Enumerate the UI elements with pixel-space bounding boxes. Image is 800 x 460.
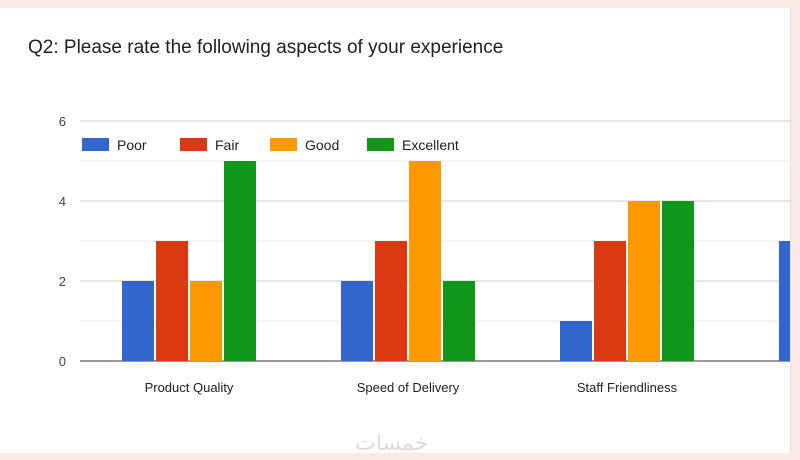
bar-fair-product-quality xyxy=(156,241,188,361)
bar-excellent-product-quality xyxy=(224,161,256,361)
bar-poor-speed-of-delivery xyxy=(341,281,373,361)
x-tick-label: Speed of Delivery xyxy=(357,380,460,395)
legend-label-poor: Poor xyxy=(117,137,147,153)
legend-swatch-good xyxy=(270,138,297,151)
legend-swatch-excellent xyxy=(367,138,394,151)
bar-fair-staff-friendliness xyxy=(594,241,626,361)
legend-swatch-fair xyxy=(180,138,207,151)
response-card: Q2: Please rate the following aspects of… xyxy=(0,8,791,456)
y-tick-label: 2 xyxy=(59,274,66,289)
bar-poor-cat3 xyxy=(779,241,790,361)
bar-excellent-staff-friendliness xyxy=(662,201,694,361)
legend-label-excellent: Excellent xyxy=(402,137,459,153)
x-tick-label: Product Quality xyxy=(145,380,234,395)
y-tick-label: 4 xyxy=(59,194,66,209)
legend-label-fair: Fair xyxy=(215,137,239,153)
legend-swatch-poor xyxy=(82,138,109,151)
question-title: Q2: Please rate the following aspects of… xyxy=(28,37,504,58)
x-tick-label: Staff Friendliness xyxy=(577,380,678,395)
y-tick-label: 0 xyxy=(59,354,66,369)
y-tick-label: 6 xyxy=(59,114,66,129)
legend-label-good: Good xyxy=(305,137,339,153)
bar-good-staff-friendliness xyxy=(628,201,660,361)
watermark: خمسات xyxy=(355,431,429,456)
bar-good-speed-of-delivery xyxy=(409,161,441,361)
bar-excellent-speed-of-delivery xyxy=(443,281,475,361)
bar-chart: 0 2 4 6 Product Quality Speed of Delivery Staf… xyxy=(59,114,790,395)
bar-poor-staff-friendliness xyxy=(560,321,592,361)
bar-poor-product-quality xyxy=(122,281,154,361)
bar-good-product-quality xyxy=(190,281,222,361)
bar-fair-speed-of-delivery xyxy=(375,241,407,361)
